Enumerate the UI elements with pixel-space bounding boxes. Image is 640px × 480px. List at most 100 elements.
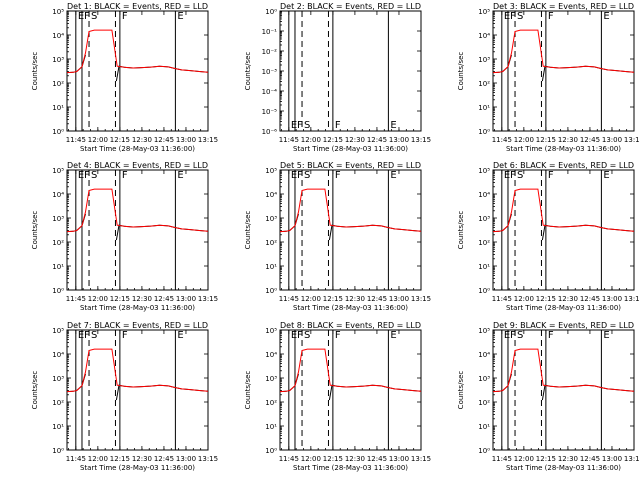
plot-frame [66,10,209,132]
y-tick-label: 10³ [478,215,490,223]
marker-label: E [390,120,396,131]
y-tick-label: 10⁴ [265,191,277,199]
x-tick-label: 12:00 [88,136,108,144]
y-tick-label: 10⁰ [265,287,277,295]
x-tick-label: 12:45 [367,136,387,144]
x-tick-label: 13:00 [389,295,409,303]
marker-label: E [603,170,609,181]
y-tick-label: 10⁵ [265,167,277,175]
plot-frame [279,169,422,291]
marker-label: E [291,330,297,341]
marker-label: S [517,170,523,181]
panel-title: Det 5: BLACK = Events, RED = LLD [280,161,421,170]
x-tick-label: 12:30 [558,295,578,303]
y-tick-label: 10⁰ [478,447,490,455]
marker-label: S [91,330,97,341]
x-axis-label: Start Time (28-May-03 11:36:00) [506,464,621,472]
panel-title: Det 4: BLACK = Events, RED = LLD [67,161,208,170]
x-tick-label: 13:00 [176,295,196,303]
y-tick-label: 10¹ [265,423,277,431]
marker-label: F [84,170,90,181]
y-tick-label: 10⁴ [52,351,64,359]
marker-label: E [504,11,510,22]
marker-label: S [304,330,310,341]
marker-label: E [78,170,84,181]
marker-label: E [390,170,396,181]
y-tick-label: 10⁰ [265,8,277,16]
y-tick-label: 10⁴ [265,351,277,359]
y-tick-label: 10² [52,239,64,247]
x-tick-label: 12:30 [345,295,365,303]
y-tick-label: 10⁻² [262,48,278,56]
marker-label: E [291,170,297,181]
marker-label: F [122,11,128,22]
marker-label: S [91,170,97,181]
marker-label: S [304,170,310,181]
y-axis-label: Counts/sec [31,52,39,91]
marker-label: F [335,330,341,341]
x-tick-label: 12:00 [301,295,321,303]
marker-label: F [510,330,516,341]
x-tick-label: 12:15 [536,455,556,463]
y-axis-label: Counts/sec [244,211,252,250]
series-lld-line [279,348,422,393]
y-tick-label: 10⁰ [478,128,490,136]
y-tick-label: 10² [478,399,490,407]
x-tick-label: 13:15 [198,295,218,303]
y-axis-label: Counts/sec [457,371,465,410]
y-tick-label: 10³ [52,375,64,383]
x-tick-label: 12:00 [301,455,321,463]
marker-label: F [297,170,303,181]
x-tick-label: 13:15 [624,136,640,144]
marker-label: F [548,170,554,181]
marker-label: E [78,330,84,341]
marker-label: E [177,330,183,341]
y-tick-label: 10⁰ [52,128,64,136]
x-tick-label: 12:00 [514,136,534,144]
y-tick-label: 10³ [52,215,64,223]
y-tick-label: 10⁵ [52,167,64,175]
marker-label: F [548,330,554,341]
x-tick-label: 12:45 [580,295,600,303]
y-tick-label: 10³ [52,56,64,64]
y-tick-label: 10⁵ [52,8,64,16]
plot-frame [492,10,635,132]
y-tick-label: 10⁴ [478,191,490,199]
x-tick-label: 13:15 [624,295,640,303]
marker-label: S [304,120,310,131]
marker-label: F [84,11,90,22]
x-tick-label: 11:45 [279,295,299,303]
x-tick-label: 12:15 [110,136,130,144]
x-tick-label: 13:00 [602,136,622,144]
x-tick-label: 13:15 [624,455,640,463]
y-tick-label: 10¹ [265,263,277,271]
marker-label: F [84,330,90,341]
y-tick-label: 10⁵ [478,167,490,175]
series-lld-line [66,348,209,393]
x-tick-label: 12:45 [154,295,174,303]
marker-label: S [517,11,523,22]
y-axis-label: Counts/sec [457,211,465,250]
x-tick-label: 12:15 [110,455,130,463]
marker-label: F [297,330,303,341]
y-tick-label: 10⁴ [52,32,64,40]
x-tick-label: 12:30 [345,455,365,463]
x-axis-label: Start Time (28-May-03 11:36:00) [293,464,408,472]
x-tick-label: 12:15 [323,136,343,144]
y-tick-label: 10⁰ [52,287,64,295]
y-axis-label: Counts/sec [31,211,39,250]
marker-label: E [177,170,183,181]
y-tick-label: 10² [478,80,490,88]
x-tick-label: 13:00 [389,455,409,463]
y-tick-label: 10⁻³ [262,68,278,76]
x-tick-label: 12:00 [514,455,534,463]
x-tick-label: 11:45 [492,295,512,303]
x-tick-label: 11:45 [492,136,512,144]
y-tick-label: 10⁴ [478,32,490,40]
marker-label: F [510,11,516,22]
panel-title: Det 1: BLACK = Events, RED = LLD [67,2,208,11]
